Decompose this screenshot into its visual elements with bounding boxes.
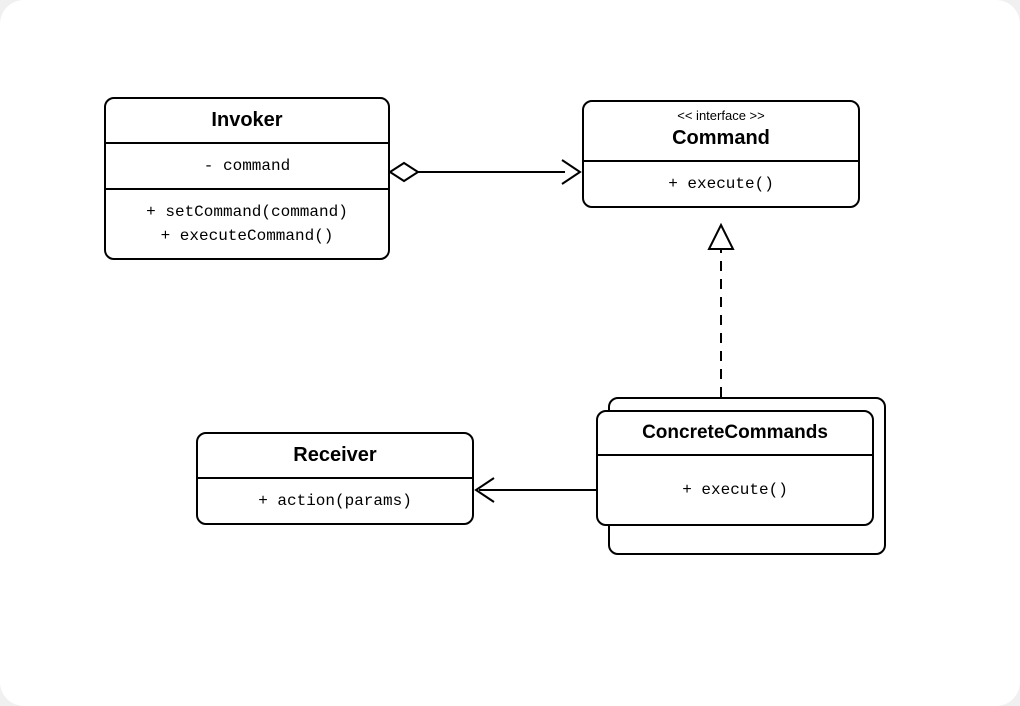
node-invoker: Invoker - command + setCommand(command) … (104, 97, 390, 260)
edge-concrete-command (709, 225, 733, 397)
node-command-title: Command (584, 117, 858, 160)
node-invoker-title: Invoker (106, 99, 388, 142)
node-invoker-attrs: - command (106, 144, 388, 188)
node-concrete-title: ConcreteCommands (598, 412, 872, 454)
node-command: << interface >> Command + execute() (582, 100, 860, 208)
node-receiver-title: Receiver (198, 434, 472, 477)
node-concrete: ConcreteCommands + execute() (596, 410, 874, 526)
node-invoker-ops: + setCommand(command) + executeCommand() (106, 190, 388, 258)
diagram-canvas: Invoker - command + setCommand(command) … (0, 0, 1020, 706)
node-concrete-ops: + execute() (598, 456, 872, 524)
edge-concrete-receiver (476, 478, 596, 502)
node-receiver-ops: + action(params) (198, 479, 472, 523)
node-command-ops: + execute() (584, 162, 858, 206)
edge-invoker-command (390, 160, 580, 184)
node-receiver: Receiver + action(params) (196, 432, 474, 525)
